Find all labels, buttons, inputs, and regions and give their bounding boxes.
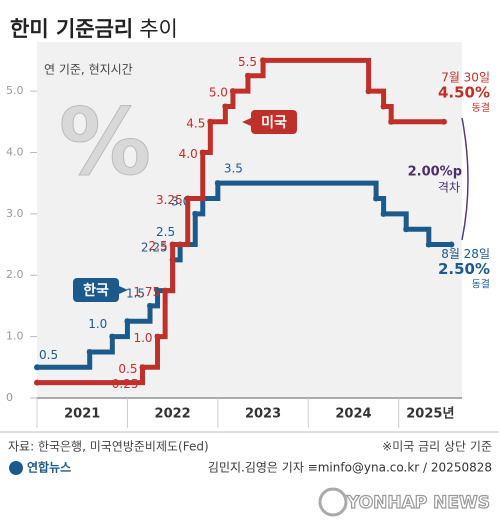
legend-label: 미국 — [261, 115, 287, 131]
x-tick-label: 2025년 — [406, 407, 454, 422]
credit: 김민지.김영은 기자 ≡minfo@yna.co.kr / 20250828 — [208, 461, 492, 475]
point — [199, 149, 206, 156]
gap-value: 2.00%p — [408, 165, 462, 180]
point — [388, 118, 395, 125]
point — [380, 103, 387, 110]
point — [403, 226, 410, 233]
point — [124, 318, 131, 325]
end-note: 동결 — [472, 102, 490, 114]
end-date: 8월 28일 — [441, 247, 490, 261]
title-suffix: 추이 — [139, 17, 178, 41]
point — [222, 103, 229, 110]
subtitle: 연 기준, 현지시간 — [44, 63, 133, 77]
x-tick-label: 2023 — [245, 407, 281, 422]
data-label: 1.5 — [126, 286, 145, 300]
gap-bracket — [461, 117, 469, 241]
point — [229, 88, 236, 95]
point — [192, 210, 199, 217]
decor-symbol: % — [59, 88, 151, 195]
end-value: 2.50% — [438, 260, 490, 278]
watermark: YONHAP NEWS — [346, 493, 490, 513]
point — [214, 180, 221, 187]
note: ※미국 금리 상단 기준 — [382, 440, 492, 454]
y-tick-label: 1.0 — [6, 330, 24, 343]
point — [162, 287, 169, 294]
point — [154, 333, 161, 340]
legend-box — [73, 278, 119, 302]
data-label: 0.25 — [112, 377, 139, 391]
data-label: 1.0 — [88, 317, 107, 331]
point — [154, 287, 161, 294]
point — [147, 302, 154, 309]
y-tick-label: 5.0 — [6, 84, 24, 97]
data-label: 0.5 — [118, 362, 137, 376]
legend-box — [251, 110, 297, 134]
y-tick-label: 3.0 — [6, 207, 24, 220]
point — [425, 241, 432, 248]
legend-label: 한국 — [83, 283, 109, 299]
point — [207, 118, 214, 125]
point — [86, 348, 93, 355]
legend-pointer — [119, 286, 128, 294]
point — [365, 88, 372, 95]
data-label: 5.5 — [238, 55, 257, 69]
data-label: 4.5 — [186, 116, 205, 130]
point — [184, 195, 191, 202]
data-label: 2.5 — [149, 239, 168, 253]
data-label: 1.75 — [133, 285, 160, 299]
point — [380, 210, 387, 217]
end-date: 7월 30일 — [441, 70, 490, 84]
point — [34, 379, 40, 386]
data-label: 5.0 — [209, 86, 228, 100]
plot-area — [37, 42, 462, 398]
source: 자료: 한국은행, 미국연방준비제도(Fed) — [8, 439, 209, 454]
y-tick-label: 0 — [6, 391, 13, 404]
data-label: 2.25 — [141, 240, 168, 254]
point — [34, 364, 40, 371]
y-tick-label: 2.0 — [6, 268, 24, 281]
gap-label: 격차 — [438, 181, 460, 195]
point — [448, 241, 455, 248]
data-label: 3.25 — [156, 193, 183, 207]
data-label: 3.5 — [224, 162, 243, 176]
x-tick-label: 2024 — [335, 407, 371, 422]
point — [139, 364, 146, 371]
plot: 0 1.0 2.0 3.0 4.0 5.0 2021 2022 2023 2024 2025년 0.5… — [6, 55, 490, 428]
point — [109, 333, 116, 340]
x-axis-band — [37, 398, 462, 428]
data-label: 1.0 — [133, 331, 152, 345]
watermark-icon — [318, 487, 348, 517]
chart-title: 한미 기준금리 추이 — [10, 17, 178, 41]
x-tick-label: 2021 — [64, 407, 100, 422]
point — [440, 118, 447, 125]
point — [260, 57, 267, 64]
end-value: 4.50% — [438, 83, 490, 101]
point — [169, 241, 176, 248]
logo: 연합뉴스 — [27, 460, 71, 475]
end-note: 동결 — [472, 279, 490, 291]
point — [373, 195, 380, 202]
logo-icon — [9, 461, 23, 475]
data-label: 4.0 — [179, 147, 198, 161]
y-tick-label: 4.0 — [6, 145, 24, 158]
point — [244, 72, 251, 79]
data-label: 0.5 — [39, 348, 58, 362]
title-main: 한미 기준금리 — [10, 17, 133, 41]
data-label: 2.5 — [156, 225, 175, 239]
x-tick-label: 2022 — [155, 407, 191, 422]
legend-pointer — [242, 118, 251, 126]
